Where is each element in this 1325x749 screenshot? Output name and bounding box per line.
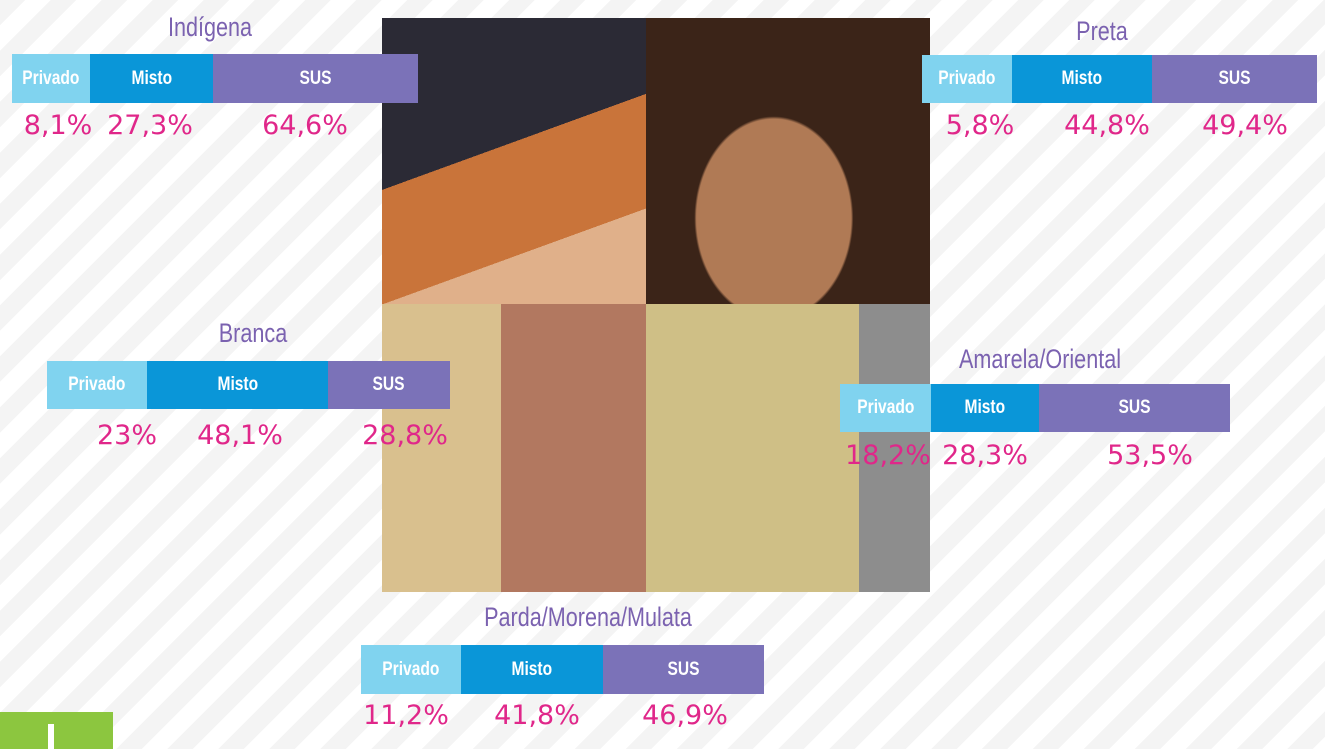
segment-label: Misto	[217, 374, 258, 396]
segment-label: Privado	[68, 374, 125, 396]
bar-segment: SUS	[1039, 384, 1230, 432]
segment-value: 44,8%	[1064, 110, 1150, 141]
segment-value: 27,3%	[107, 110, 193, 141]
bar-segment: Misto	[931, 384, 1039, 432]
segment-label: SUS	[667, 659, 699, 681]
photo-collage	[382, 18, 930, 592]
panel-title: Amarela/Oriental	[880, 344, 1200, 375]
bar-segment: Misto	[461, 645, 603, 694]
segment-value: 28,3%	[942, 440, 1028, 471]
segment-label: Misto	[131, 68, 172, 90]
bar-segment: Misto	[90, 54, 213, 103]
segment-value: 46,9%	[642, 700, 728, 731]
segment-value: 53,5%	[1107, 440, 1193, 471]
segment-label: Privado	[857, 397, 914, 419]
bar-segment: SUS	[213, 54, 418, 103]
bar-segment: Misto	[1012, 55, 1152, 103]
segment-label: Privado	[22, 68, 79, 90]
badge-mark	[48, 724, 54, 749]
segment-label: Misto	[965, 397, 1006, 419]
photo-top-right	[646, 18, 930, 304]
segment-value: 8,1%	[24, 110, 93, 141]
segment-value: 18,2%	[845, 440, 931, 471]
segment-value: 41,8%	[494, 700, 580, 731]
segment-label: SUS	[373, 374, 405, 396]
segment-value: 5,8%	[946, 110, 1015, 141]
bar-segment: Privado	[922, 55, 1012, 103]
bar-segment: SUS	[603, 645, 764, 694]
segment-value: 11,2%	[363, 700, 449, 731]
bar-segment: Misto	[147, 361, 328, 409]
segment-label: Privado	[382, 659, 439, 681]
panel-title: Branca	[93, 318, 413, 349]
bar-segment: Privado	[840, 384, 931, 432]
panel-title: Parda/Morena/Mulata	[428, 602, 748, 633]
panel-title: Preta	[942, 16, 1262, 47]
segment-label: SUS	[1218, 68, 1250, 90]
bar-segment: Privado	[47, 361, 147, 409]
segment-label: SUS	[299, 68, 331, 90]
segment-value: 23%	[97, 420, 157, 451]
bar-segment: SUS	[1152, 55, 1317, 103]
segment-value: 64,6%	[262, 110, 348, 141]
corner-badge	[0, 712, 113, 749]
segment-value: 48,1%	[197, 420, 283, 451]
segment-label: Misto	[1062, 68, 1103, 90]
page: (() => { const data = JSON.parse(documen…	[0, 0, 1325, 749]
segment-label: Misto	[512, 659, 553, 681]
photo-top-left	[382, 18, 646, 304]
bar-segment: Privado	[361, 645, 461, 694]
segment-value: 28,8%	[362, 420, 448, 451]
bar-segment: Privado	[12, 54, 90, 103]
segment-value: 49,4%	[1202, 110, 1288, 141]
segment-label: SUS	[1118, 397, 1150, 419]
panel-title: Indígena	[50, 12, 370, 43]
bar-segment: SUS	[328, 361, 450, 409]
segment-label: Privado	[938, 68, 995, 90]
